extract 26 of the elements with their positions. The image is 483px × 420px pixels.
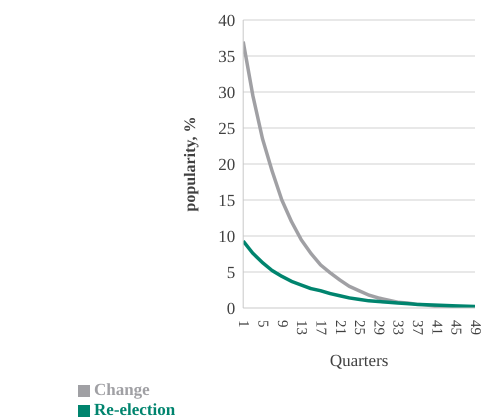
x-tick-label: 5 — [254, 320, 271, 328]
y-tick-label: 30 — [218, 83, 236, 102]
y-tick-label: 5 — [226, 263, 236, 282]
x-tick-label: 21 — [332, 320, 348, 335]
x-tick-label: 25 — [351, 320, 368, 335]
y-tick-label: 10 — [218, 227, 236, 246]
y-tick-label: 35 — [218, 47, 236, 66]
y-tick-label: 20 — [218, 155, 236, 174]
x-axis-title: Quarters — [330, 351, 388, 370]
legend-label: Change — [94, 380, 150, 399]
x-tick-label: 29 — [370, 320, 386, 335]
y-axis-title: popularity, % — [182, 116, 199, 212]
x-tick-label: 1 — [235, 320, 252, 328]
x-tick-label: 49 — [467, 320, 483, 335]
x-tick-label: 9 — [274, 320, 290, 328]
legend-label: Re-election — [94, 400, 176, 419]
x-tick-label: 45 — [448, 320, 464, 335]
x-tick-label: 17 — [312, 320, 328, 336]
y-tick-label: 40 — [218, 11, 236, 30]
y-tick-label: 0 — [226, 299, 236, 318]
x-tick-label: 33 — [390, 320, 406, 335]
y-tick-label: 25 — [218, 119, 236, 138]
x-tick-label: 41 — [428, 320, 444, 335]
x-tick-label: 37 — [409, 320, 426, 336]
x-tick-label: 13 — [293, 320, 310, 335]
y-tick-label: 15 — [218, 191, 236, 210]
